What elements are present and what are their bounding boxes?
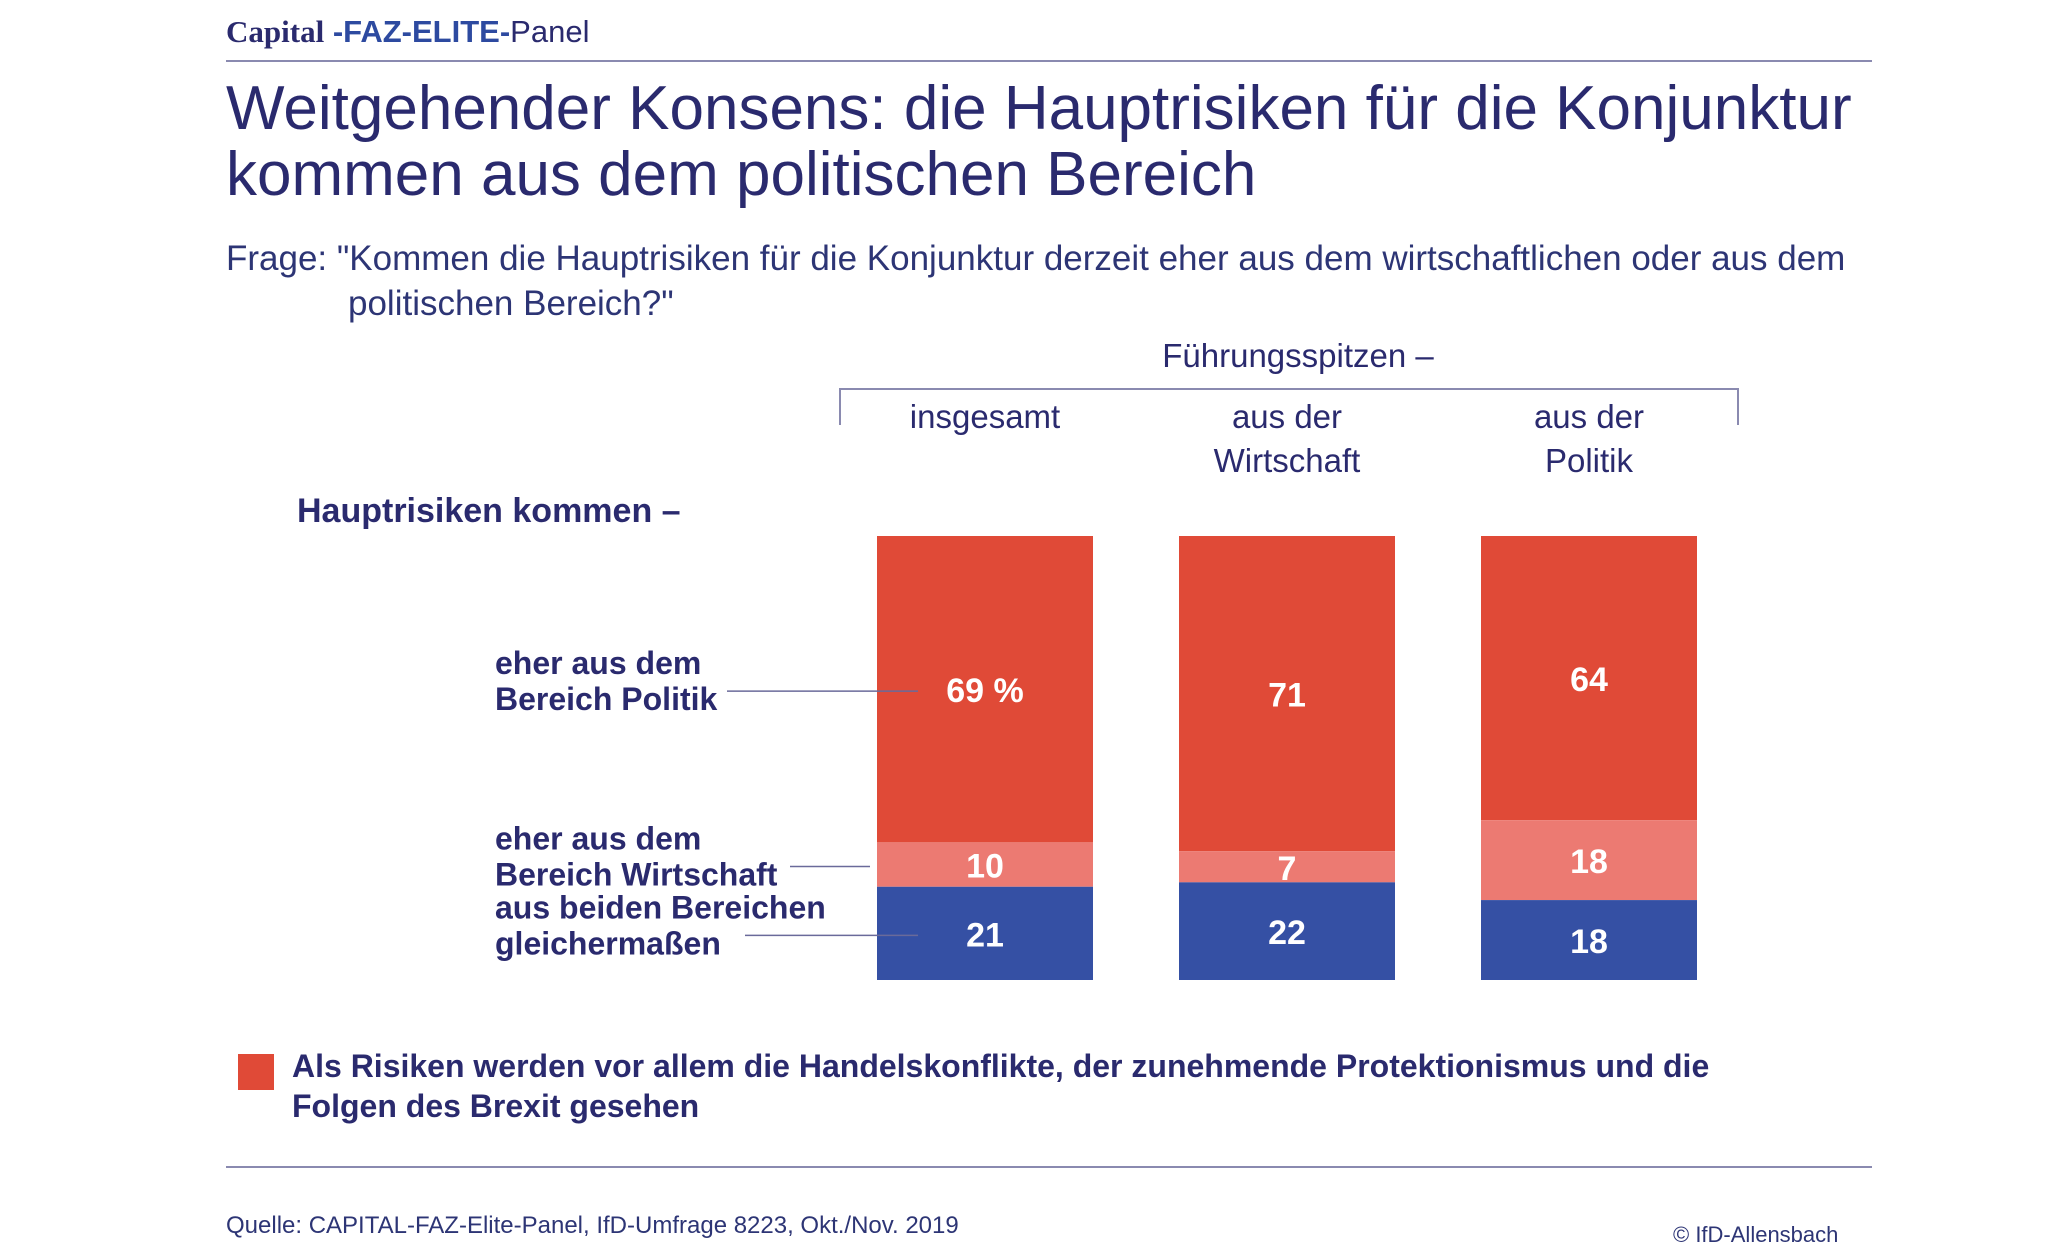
bar-segment: [877, 536, 1093, 843]
category-label: insgesamt: [910, 398, 1060, 435]
data-label: 10: [966, 848, 1004, 886]
bar-segment: [877, 886, 1093, 980]
brand-capital: Capital: [226, 14, 325, 49]
legend-swatch: [238, 1054, 274, 1090]
series-label: eher aus dem Bereich Politik: [495, 645, 718, 717]
data-label: 7: [1278, 850, 1297, 888]
data-label: 69 %: [946, 672, 1024, 710]
bar-segment: [1179, 882, 1395, 980]
series-label: aus beiden Bereichen gleichermaßen: [495, 889, 826, 961]
brand-faz-elite: -FAZ-ELITE-: [332, 14, 511, 49]
category-label: aus der Wirtschaft: [1214, 398, 1361, 479]
data-label: 64: [1570, 661, 1608, 699]
group-header-bracket: [839, 388, 1739, 425]
survey-question: Frage: "Kommen die Hauptrisiken für die …: [226, 239, 1846, 323]
data-label: 21: [966, 916, 1004, 954]
source-note: Quelle: CAPITAL-FAZ-Elite-Panel, IfD-Umf…: [226, 1212, 959, 1239]
bar-segment: [1179, 536, 1395, 852]
bar-segment: [1481, 536, 1697, 821]
row-header: Hauptrisiken kommen –: [297, 492, 681, 530]
bottom-divider: [226, 1166, 1872, 1168]
category-label: aus der Politik: [1534, 398, 1644, 479]
bar-segment: [1481, 820, 1697, 901]
data-label: 18: [1570, 923, 1608, 961]
brand-panel: Panel: [510, 14, 590, 49]
chart-title: Weitgehender Konsens: die Hauptrisiken f…: [226, 74, 1852, 209]
bar-segment: [877, 842, 1093, 887]
data-label: 22: [1268, 914, 1306, 952]
data-label: 18: [1570, 843, 1608, 881]
legend-note: Als Risiken werden vor allem die Handels…: [292, 1048, 1710, 1124]
group-header-fuehrungsspitzen: Führungsspitzen –: [1162, 337, 1434, 374]
bar-segment: [1179, 851, 1395, 883]
series-label: eher aus dem Bereich Wirtschaft: [495, 821, 778, 893]
data-label: 71: [1268, 677, 1306, 715]
bar-segment: [1481, 900, 1697, 980]
copyright: © IfD-Allensbach: [1673, 1222, 1839, 1247]
top-divider: [226, 60, 1872, 62]
brand-logo: Capital -FAZ-ELITE-Panel: [226, 14, 589, 50]
